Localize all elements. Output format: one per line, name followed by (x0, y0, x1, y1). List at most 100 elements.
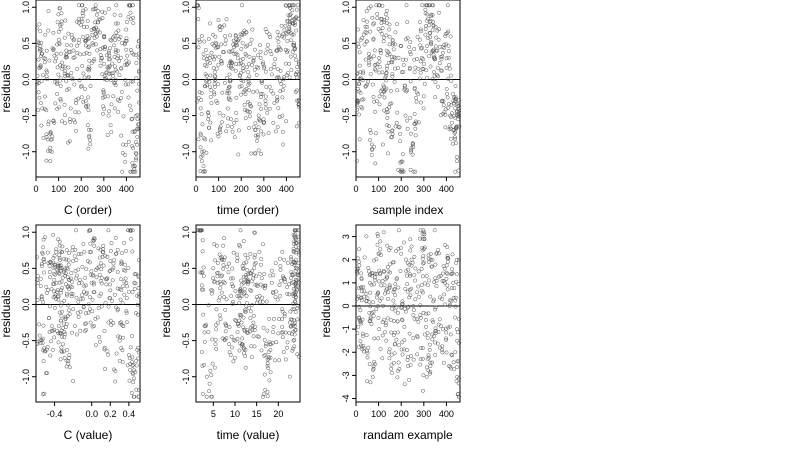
data-point (253, 282, 258, 287)
data-point (433, 353, 438, 357)
data-point (421, 228, 426, 233)
data-point (67, 117, 72, 122)
data-point (93, 343, 98, 348)
data-point (39, 262, 44, 266)
data-point (387, 350, 392, 355)
data-point (98, 17, 103, 22)
data-point (379, 296, 384, 301)
data-point (70, 279, 74, 284)
data-point (360, 97, 364, 102)
data-point (392, 319, 396, 323)
data-point (213, 34, 218, 39)
data-point (40, 73, 45, 78)
data-point (438, 324, 443, 328)
data-point (387, 284, 392, 289)
data-point (386, 129, 391, 134)
data-point (75, 310, 80, 315)
data-point (430, 264, 435, 269)
data-point (204, 374, 209, 379)
data-point (403, 113, 408, 118)
data-point (418, 362, 423, 367)
data-point (53, 79, 58, 84)
data-point (135, 135, 140, 140)
data-point (197, 90, 202, 95)
x-tick-label: 100 (211, 184, 226, 194)
data-point (389, 101, 394, 106)
x-tick-label: 0 (353, 409, 358, 419)
data-point (285, 285, 290, 289)
x-tick-label: 15 (252, 409, 262, 419)
data-point (454, 272, 459, 277)
data-point (379, 20, 384, 25)
data-point (285, 260, 290, 265)
data-point (222, 80, 227, 85)
data-point (90, 273, 95, 278)
data-point (357, 81, 362, 86)
data-point (102, 33, 107, 38)
data-point (40, 340, 45, 345)
data-point (424, 365, 429, 370)
data-point (364, 39, 369, 44)
data-point (217, 279, 222, 284)
data-point (288, 324, 293, 329)
data-point (293, 292, 298, 297)
data-point (383, 323, 388, 328)
data-point (444, 87, 449, 92)
data-point (412, 272, 417, 277)
data-point (275, 95, 280, 100)
data-point (135, 347, 140, 352)
data-point (249, 37, 254, 42)
data-point (452, 286, 457, 291)
data-point (431, 49, 436, 54)
data-point (449, 272, 454, 277)
data-point (268, 67, 273, 72)
data-point (425, 283, 430, 288)
data-point (361, 69, 366, 74)
data-point (204, 57, 209, 62)
data-point (82, 24, 87, 29)
data-point (402, 324, 407, 329)
data-point (198, 106, 203, 111)
data-point (266, 356, 271, 361)
data-point (440, 347, 445, 352)
data-point (380, 356, 385, 361)
data-point (395, 110, 400, 115)
data-point (211, 65, 216, 70)
data-point (207, 381, 212, 386)
data-point (265, 110, 270, 115)
data-point (85, 19, 90, 23)
data-point (133, 169, 138, 174)
data-point (59, 19, 64, 24)
data-point (376, 304, 381, 308)
data-point (212, 78, 217, 83)
data-point (281, 84, 286, 88)
plot-frame (195, 224, 301, 403)
data-point (63, 271, 68, 276)
data-point (368, 316, 373, 321)
data-point (238, 32, 243, 37)
data-point (392, 66, 397, 71)
data-point (432, 280, 437, 285)
data-point (263, 98, 268, 103)
data-point (443, 31, 448, 36)
data-point (450, 111, 454, 116)
data-point (225, 91, 230, 96)
data-point (290, 272, 295, 277)
data-point (97, 30, 102, 35)
data-point (265, 357, 270, 362)
data-point (449, 79, 454, 84)
data-point (245, 301, 249, 306)
data-point (66, 303, 71, 308)
data-point (426, 368, 431, 373)
data-point (375, 11, 380, 16)
data-point (87, 44, 92, 49)
data-point (262, 66, 266, 71)
data-point (117, 286, 122, 291)
data-point (127, 60, 132, 65)
data-point (197, 228, 202, 233)
data-point (421, 247, 426, 251)
data-point (438, 345, 443, 350)
data-point (52, 335, 57, 340)
data-point (253, 151, 258, 156)
data-point (246, 88, 251, 93)
